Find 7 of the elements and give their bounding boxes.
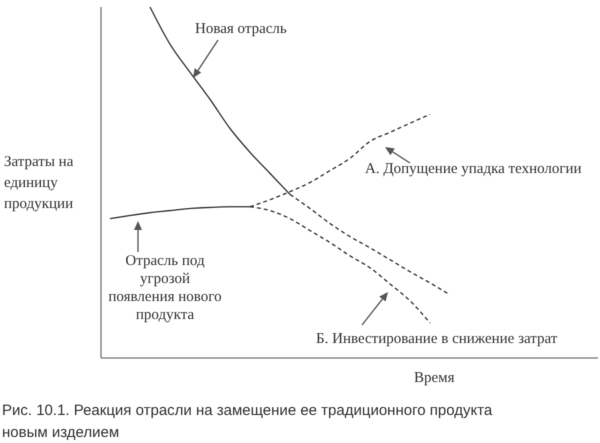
annotation: Отрасль под угрозой появления нового продукта	[107, 252, 223, 324]
annotation: Б. Инвестирование в снижение затрат	[316, 330, 558, 348]
annotation: Новая отрасль	[195, 20, 288, 38]
annotation: А. Допущение упадка технологии	[365, 160, 583, 178]
text: Рис. 10.1. Реакция отрасли на замещение ее традиционного продукта новым изделием	[2, 401, 494, 443]
x-axis-title: Время	[414, 370, 455, 387]
y-axis-title: Затраты на единицу продукции	[4, 153, 74, 214]
